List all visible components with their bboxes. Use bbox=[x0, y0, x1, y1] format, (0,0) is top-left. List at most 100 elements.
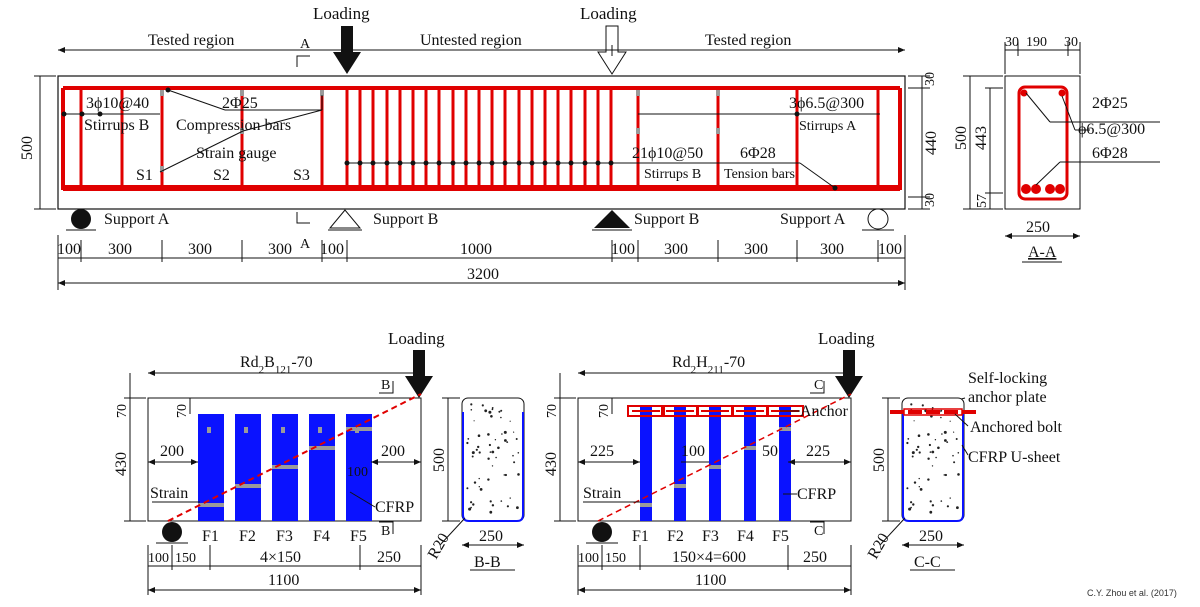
b-cfrp-label: CFRP bbox=[375, 499, 414, 516]
section-mark-b-bottom: B bbox=[381, 524, 390, 539]
tested-region-left: Tested region bbox=[148, 32, 234, 49]
tension-bar-spec: 6Φ28 bbox=[740, 145, 776, 162]
b-dim-mid: 4×150 bbox=[260, 549, 301, 566]
mid-stirrups-label: Stirrups B bbox=[644, 167, 701, 182]
support-b-right: Support B bbox=[634, 211, 699, 228]
b-height-430: 430 bbox=[113, 452, 130, 476]
stirrups-a-label: Stirrups A bbox=[799, 119, 857, 134]
section-a-a: 30 190 30 2Φ25 ϕ6.5@300 6Φ28 500 443 57 … bbox=[953, 35, 1160, 263]
b-cover-70-out: 70 bbox=[115, 404, 130, 418]
b-left-200: 200 bbox=[160, 443, 184, 460]
cfrp-strip-h bbox=[640, 405, 652, 521]
gauge-s1: S1 bbox=[136, 167, 153, 184]
section-height: 500 bbox=[953, 126, 970, 150]
h-cover-70-in: 70 bbox=[597, 404, 612, 418]
self-locking-line2: anchor plate bbox=[968, 389, 1047, 406]
strip-label-h: F4 bbox=[737, 528, 754, 545]
untested-region: Untested region bbox=[420, 32, 522, 49]
cc-width: 250 bbox=[919, 528, 943, 545]
beam-height: 500 bbox=[19, 136, 36, 160]
h-total: 1100 bbox=[695, 572, 726, 589]
section-depth: 443 bbox=[973, 126, 990, 150]
b-total: 1100 bbox=[268, 572, 299, 589]
section-c-c: Self-locking anchor plate Anchored bolt … bbox=[865, 370, 1063, 571]
h-strain-label: Strain bbox=[583, 485, 621, 502]
roller-support-icon bbox=[71, 209, 91, 229]
beam-h-elevation: Loading Rd2H211-70 C C 70 430 70 225 225… bbox=[543, 329, 875, 595]
dim-segment: 300 bbox=[188, 241, 212, 258]
dim-segment: 100 bbox=[878, 241, 902, 258]
top-beam-elevation: Loading Loading Tested region Untested r… bbox=[19, 4, 940, 290]
loading-arrow-b bbox=[405, 350, 433, 398]
h-left-225: 225 bbox=[590, 443, 614, 460]
section-bottom-bars: 6Φ28 bbox=[1092, 145, 1128, 162]
h-cover-70-out: 70 bbox=[545, 404, 560, 418]
loading-label-h: Loading bbox=[818, 329, 875, 348]
h-spacing-100: 100 bbox=[681, 443, 705, 460]
b-roller-support-icon bbox=[162, 522, 182, 542]
loading-label-left: Loading bbox=[313, 4, 370, 23]
tension-bars-label: Tension bars bbox=[724, 167, 795, 182]
anchor-plate bbox=[627, 405, 665, 417]
h-cfrp-label: CFRP bbox=[797, 486, 836, 503]
stirrups-b-spec: 3ϕ10@40 bbox=[86, 95, 149, 112]
section-stirrup: ϕ6.5@300 bbox=[1078, 121, 1145, 138]
section-mark-a-top: A bbox=[300, 37, 311, 52]
strip-label-b: F1 bbox=[202, 528, 219, 545]
b-dim-100: 100 bbox=[148, 551, 169, 566]
gauge-s3: S3 bbox=[293, 167, 310, 184]
anchor-plate bbox=[766, 405, 804, 417]
support-a-left: Support A bbox=[104, 211, 170, 228]
section-mark-b-top: B bbox=[381, 378, 390, 393]
h-dim-100: 100 bbox=[578, 551, 599, 566]
section-b-b: 500 R20 250 B-B bbox=[425, 397, 525, 571]
beam-b-elevation: Loading Rd2B121-70 B B 70 430 70 200 200… bbox=[113, 329, 445, 595]
loading-label-b: Loading bbox=[388, 329, 445, 348]
h-dim-250: 250 bbox=[803, 549, 827, 566]
b-strain-label: Strain bbox=[150, 485, 188, 502]
beam-b-title: Rd2B121-70 bbox=[240, 354, 313, 376]
dim-segment: 300 bbox=[268, 241, 292, 258]
loading-arrow-h bbox=[835, 350, 863, 398]
stirrups bbox=[79, 88, 880, 190]
strip-label-h: F1 bbox=[632, 528, 649, 545]
strip-label-h: F5 bbox=[772, 528, 789, 545]
cover-30-left: 30 bbox=[1005, 35, 1019, 50]
h-right-225: 225 bbox=[806, 443, 830, 460]
dim-segment: 1000 bbox=[460, 241, 492, 258]
strain-gauge-label: Strain gauge bbox=[196, 145, 276, 162]
bb-height: 500 bbox=[431, 448, 448, 472]
pin-support-icon bbox=[328, 209, 362, 229]
b-cover-70-in: 70 bbox=[175, 404, 190, 418]
cfrp-u-sheet-label: CFRP U-sheet bbox=[968, 449, 1061, 466]
strip-label-h: F2 bbox=[667, 528, 684, 545]
anchored-bolt-label: Anchored bolt bbox=[970, 419, 1063, 436]
section-mark-a-bottom: A bbox=[300, 237, 311, 252]
dim-segment: 300 bbox=[744, 241, 768, 258]
cover-30-right: 30 bbox=[1064, 35, 1078, 50]
stirrups-b-label: Stirrups B bbox=[84, 117, 149, 134]
strip-label-b: F2 bbox=[239, 528, 256, 545]
h-anchor-label: Anchor bbox=[800, 403, 849, 420]
cc-height: 500 bbox=[871, 448, 888, 472]
b-dim-150: 150 bbox=[175, 551, 196, 566]
support-a-right: Support A bbox=[780, 211, 846, 228]
cover-bottom: 30 bbox=[923, 193, 938, 207]
strip-label-b: F4 bbox=[313, 528, 330, 545]
h-roller-support-icon bbox=[592, 522, 612, 542]
section-top-bars: 2Φ25 bbox=[1092, 95, 1128, 112]
self-locking-line1: Self-locking bbox=[968, 370, 1047, 387]
support-b-left: Support B bbox=[373, 211, 438, 228]
h-dim-150: 150 bbox=[605, 551, 626, 566]
cover-top: 30 bbox=[923, 72, 938, 86]
h-height-430: 430 bbox=[543, 452, 560, 476]
cfrp-strip-h bbox=[674, 405, 686, 521]
mid-stirrup-spec: 21ϕ10@50 bbox=[632, 145, 703, 162]
section-label-aa: A-A bbox=[1028, 244, 1057, 261]
strip-label-b: F3 bbox=[276, 528, 293, 545]
loading-label-right: Loading bbox=[580, 4, 637, 23]
section-label-bb: B-B bbox=[474, 554, 501, 571]
cfrp-strip-h bbox=[779, 405, 791, 521]
